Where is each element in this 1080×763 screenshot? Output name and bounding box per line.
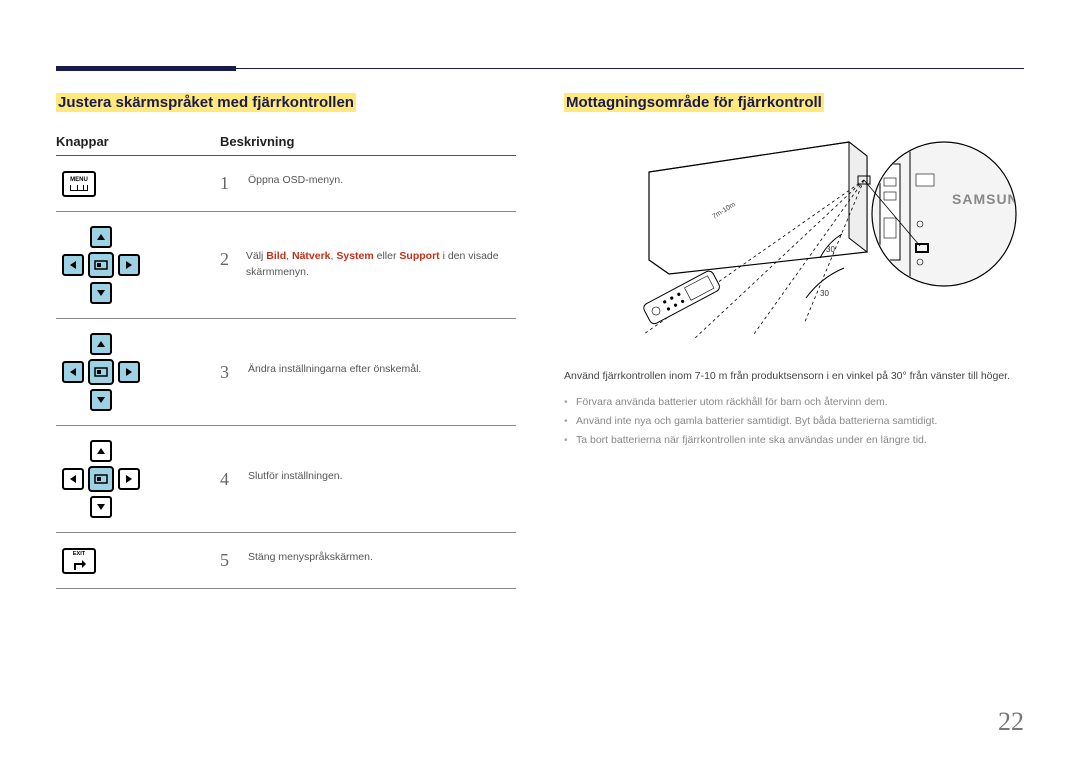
dpad-icon — [62, 226, 140, 304]
dpad-left-icon — [62, 361, 84, 383]
highlight-system: System — [336, 250, 373, 262]
dpad-right-icon — [118, 361, 140, 383]
desc-cell-1: 1 Öppna OSD-menyn. — [220, 173, 516, 194]
dpad-center-icon — [88, 252, 114, 278]
dpad-right-icon — [118, 468, 140, 490]
dpad-icon — [62, 440, 140, 518]
th-description: Beskrivning — [220, 134, 516, 149]
dpad-center-icon — [88, 466, 114, 492]
dpad-center-icon — [88, 359, 114, 385]
button-cell-exit: EXIT — [56, 548, 220, 574]
th-buttons: Knappar — [56, 134, 220, 149]
bullet-item: Förvara använda batterier utom räckhåll … — [564, 393, 1024, 412]
step-text: Ändra inställningarna efter önskemål. — [248, 362, 421, 378]
right-column: Mottagningsområde för fjärrkontroll — [564, 94, 1024, 589]
page-number: 22 — [998, 707, 1024, 737]
diagram-angle-left: 30 — [826, 245, 835, 254]
step-text: Slutför inställningen. — [248, 469, 343, 485]
desc-cell-2: 2 Välj Bild, Nätverk, System eller Suppo… — [220, 249, 516, 281]
step-row-2: 2 Välj Bild, Nätverk, System eller Suppo… — [56, 212, 516, 319]
dpad-up-icon — [90, 333, 112, 355]
reception-diagram-svg: 7m-10m 30 30 — [564, 134, 1024, 344]
section-title-left: Justera skärmspråket med fjärrkontrollen — [56, 93, 356, 112]
step-number: 4 — [220, 469, 234, 490]
step-text: Stäng menyspråkskärmen. — [248, 550, 373, 566]
step-row-3: 3 Ändra inställningarna efter önskemål. — [56, 319, 516, 426]
desc-cell-4: 4 Slutför inställningen. — [220, 469, 516, 490]
dpad-up-icon — [90, 226, 112, 248]
diagram-angle-right: 30 — [820, 289, 829, 298]
exit-return-icon — [72, 559, 86, 571]
step-number: 1 — [220, 173, 234, 194]
step-number: 2 — [220, 249, 232, 270]
dpad-down-icon — [90, 389, 112, 411]
left-column: Justera skärmspråket med fjärrkontrollen… — [56, 94, 516, 589]
exit-button-icon: EXIT — [62, 548, 96, 574]
button-cell-dpad-filled — [56, 333, 220, 411]
highlight-support: Support — [399, 250, 439, 262]
exit-button-label: EXIT — [73, 551, 85, 557]
text-fragment: eller — [374, 250, 400, 262]
dpad-down-icon — [90, 282, 112, 304]
menu-button-label: MENU — [70, 177, 88, 183]
section-title-right: Mottagningsområde för fjärrkontroll — [564, 93, 824, 112]
bullet-item: Ta bort batterierna när fjärrkontrollen … — [564, 431, 1024, 450]
button-cell-menu: MENU — [56, 171, 220, 197]
header-rule-accent — [56, 66, 236, 71]
dpad-right-icon — [118, 254, 140, 276]
text-fragment: Välj — [246, 250, 266, 262]
step-row-5: EXIT 5 Stäng menyspråkskärmen. — [56, 533, 516, 589]
dpad-up-icon — [90, 440, 112, 462]
menu-button-icon: MENU — [62, 171, 96, 197]
step-number: 3 — [220, 362, 234, 383]
two-column-layout: Justera skärmspråket med fjärrkontrollen… — [56, 94, 1024, 589]
reception-bullet-list: Förvara använda batterier utom räckhåll … — [564, 393, 1024, 450]
step-number: 5 — [220, 550, 234, 571]
step-text: Öppna OSD-menyn. — [248, 173, 343, 189]
document-page: Justera skärmspråket med fjärrkontrollen… — [0, 0, 1080, 763]
dpad-left-icon — [62, 254, 84, 276]
highlight-bild: Bild — [266, 250, 286, 262]
desc-cell-5: 5 Stäng menyspråkskärmen. — [220, 550, 516, 571]
reception-paragraph: Använd fjärrkontrollen inom 7-10 m från … — [564, 368, 1024, 385]
step-text: Välj Bild, Nätverk, System eller Support… — [246, 249, 516, 281]
dpad-down-icon — [90, 496, 112, 518]
step-row-4: 4 Slutför inställningen. — [56, 426, 516, 533]
bullet-item: Använd inte nya och gamla batterier samt… — [564, 412, 1024, 431]
menu-button-bars-icon — [70, 185, 88, 191]
button-cell-dpad-outline — [56, 440, 220, 518]
reception-diagram: 7m-10m 30 30 — [564, 134, 1024, 344]
dpad-left-icon — [62, 468, 84, 490]
desc-cell-3: 3 Ändra inställningarna efter önskemål. — [220, 362, 516, 383]
dpad-icon — [62, 333, 140, 411]
button-cell-dpad-filled — [56, 226, 220, 304]
table-header-row: Knappar Beskrivning — [56, 134, 516, 156]
highlight-natverk: Nätverk — [292, 250, 331, 262]
step-row-1: MENU 1 Öppna OSD-menyn. — [56, 156, 516, 212]
